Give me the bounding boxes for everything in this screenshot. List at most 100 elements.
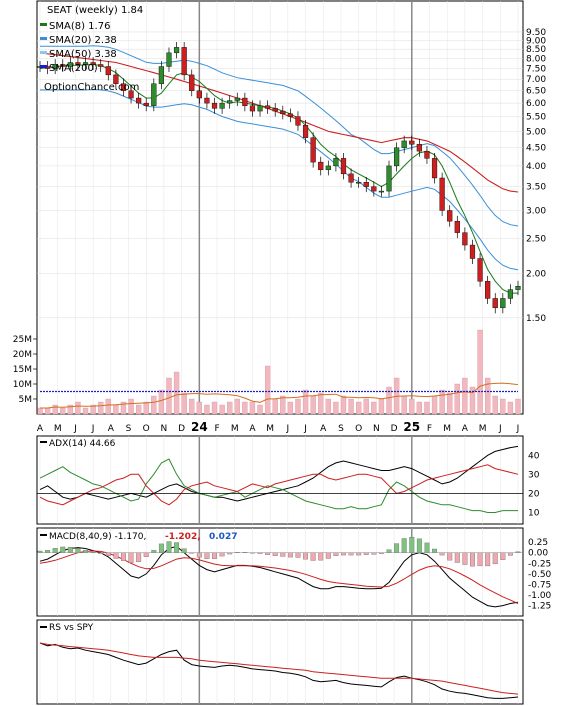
legend-label: SMA(8) 1.76 <box>49 21 110 32</box>
volume-bar <box>310 395 316 415</box>
volume-tick-label: 15M <box>13 365 32 375</box>
adx-title-swatch <box>40 441 47 443</box>
macd-title-swatch <box>40 534 47 536</box>
macd-histogram-bar <box>128 552 134 564</box>
volume-bar <box>371 401 377 415</box>
macd-plot <box>37 536 523 608</box>
price-panel-frame <box>36 0 524 415</box>
macd-histogram-bar <box>477 552 483 567</box>
candle-body <box>151 83 157 106</box>
price-tick-label: 7.50 <box>526 65 546 75</box>
macd-histogram-bar <box>181 548 187 553</box>
month-tick-label: J <box>91 424 95 434</box>
macd-histogram-bar <box>363 552 369 555</box>
volume-bar <box>485 377 491 415</box>
macd-histogram-bar <box>318 552 324 561</box>
candle-body <box>287 113 293 117</box>
macd-histogram-bar <box>356 552 362 556</box>
macd-layer-tick-label: -1.00 <box>528 591 552 601</box>
macd-histogram-bar <box>325 552 331 559</box>
plus-di-line <box>39 458 518 513</box>
candle-body <box>113 74 119 84</box>
legend-swatch <box>40 65 47 68</box>
rs-average-line <box>39 642 519 695</box>
price-tick-label: 6.50 <box>526 87 546 97</box>
candle-body <box>166 52 172 67</box>
volume-bar <box>492 395 498 415</box>
candle-body <box>447 210 453 222</box>
candle-body <box>424 150 430 159</box>
adx-panel-frame <box>36 435 524 525</box>
month-tick-label: A <box>462 424 469 434</box>
macd-histogram-bar <box>500 552 506 560</box>
macd-histogram-bar <box>485 552 491 567</box>
volume-bar <box>280 395 286 415</box>
month-tick-label: O <box>355 424 362 434</box>
macd-histogram-bar <box>105 552 111 556</box>
macd-histogram-bar <box>394 543 400 553</box>
volume-bar <box>219 404 225 415</box>
volume-bar <box>469 386 476 415</box>
rs-line <box>39 642 519 699</box>
volume-bar <box>378 398 385 415</box>
candle-body <box>356 182 362 184</box>
volume-tick-label: 20M <box>13 350 32 360</box>
candle-body <box>173 47 180 54</box>
candle-body <box>204 97 210 104</box>
volume-bar <box>135 404 142 415</box>
volume-tick-label: 5M <box>19 395 33 405</box>
macd-histogram-bar <box>83 550 88 553</box>
month-tick-label: M <box>479 424 487 434</box>
candle-body <box>158 66 164 84</box>
price-tick-label: 5.00 <box>526 127 546 137</box>
volume-bar <box>67 404 73 415</box>
macd-histogram-bar <box>424 542 430 553</box>
candle-body <box>249 105 256 112</box>
watermark: OptionChance.com <box>44 82 139 93</box>
volume-bar <box>82 407 89 415</box>
candle-body <box>325 165 331 171</box>
macd-histogram-bar <box>401 538 407 553</box>
volume-bar <box>318 392 324 415</box>
macd-layer-tick-label: 0.00 <box>528 549 548 559</box>
minus-di-line <box>39 464 519 506</box>
volume-bar <box>105 398 111 415</box>
legend-label: SMA(20) 2.38 <box>49 35 117 46</box>
adx-layer-tick-label: 40 <box>528 451 540 461</box>
macd-histogram-bar <box>310 552 316 561</box>
candle-body <box>105 66 111 76</box>
volume-bar <box>173 371 180 415</box>
month-tick-label: J <box>73 424 77 434</box>
volume-bar <box>211 401 218 415</box>
price-tick-label: 3.50 <box>526 183 546 193</box>
legend-swatch <box>40 37 47 40</box>
month-tick-label: S <box>126 424 132 434</box>
macd-histogram-bar <box>212 552 217 559</box>
rs-plot <box>39 642 519 699</box>
macd-signal-label: -1.202, <box>165 532 201 542</box>
macd-histogram-bar <box>52 548 58 553</box>
volume-bar <box>295 398 301 415</box>
volume-bar <box>287 401 294 415</box>
volume-bar <box>52 404 58 415</box>
volume-bar <box>257 404 263 415</box>
candle-body <box>333 158 339 167</box>
sma50-line <box>39 52 519 193</box>
legend-label: SMA(200) <box>49 63 98 74</box>
price-tick-label: 9.50 <box>526 28 546 38</box>
candle-body <box>196 90 202 99</box>
legend-label: SMA(50) 3.38 <box>49 49 117 60</box>
macd-histogram-bar <box>45 550 51 553</box>
macd-histogram-bar <box>447 552 453 561</box>
volume-bar <box>333 401 339 415</box>
volume-bar <box>363 398 369 415</box>
adx-layer-tick-label: 20 <box>528 489 540 499</box>
candle-body <box>90 62 96 65</box>
candle-body <box>431 158 438 179</box>
macd-histogram-bar <box>204 552 210 559</box>
legend-swatch <box>40 51 47 54</box>
month-tick-label: N <box>373 424 380 434</box>
month-tick-label: A <box>249 424 256 434</box>
volume-bar <box>75 401 81 415</box>
macd-histogram-bar <box>409 536 415 553</box>
